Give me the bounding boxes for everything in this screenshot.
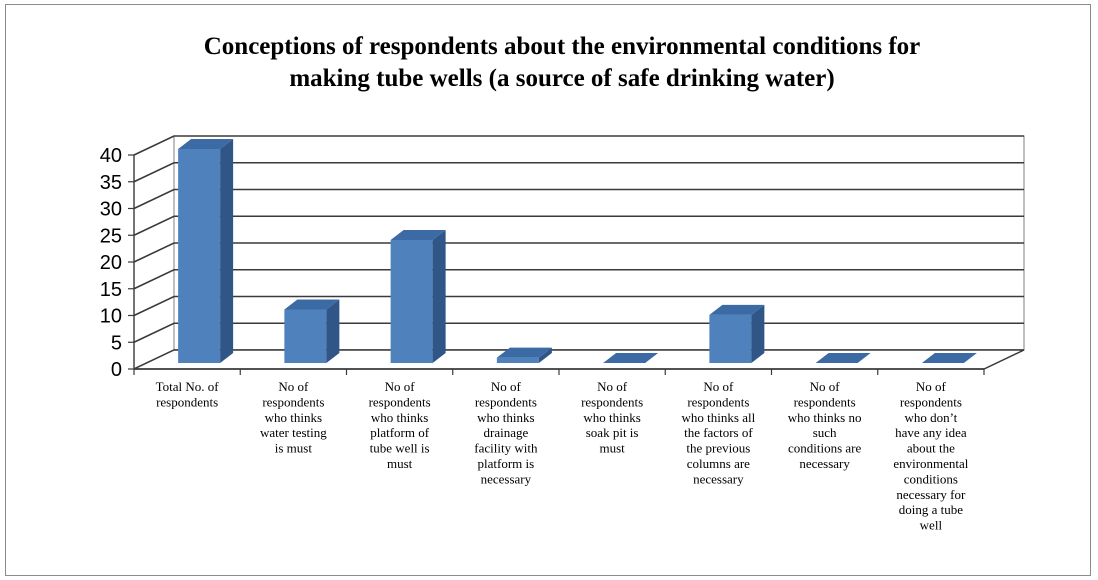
bar-chart: Conceptions of respondents about the env… <box>100 33 1025 533</box>
bar-top <box>390 229 446 240</box>
gridline <box>133 295 1024 317</box>
bar-front <box>178 149 221 363</box>
x-category-label: No of respondents who thinks soak pit is mus… <box>581 379 643 456</box>
gridline <box>133 135 1024 156</box>
floor-plane <box>133 349 1025 370</box>
bar-front <box>709 314 752 363</box>
chart-walls <box>133 135 1025 370</box>
bar <box>921 353 977 363</box>
gridline <box>133 268 1024 290</box>
gridline <box>133 215 1024 236</box>
bar-top <box>284 299 340 310</box>
bar-side <box>751 304 765 363</box>
y-tick-label: 5 <box>111 332 122 354</box>
bar-side <box>326 299 340 363</box>
gridline <box>133 188 1024 210</box>
bar-side <box>432 229 446 363</box>
bar-front <box>284 309 327 363</box>
x-category-label: No of respondents who thinks water testing i… <box>260 379 327 456</box>
bar <box>496 347 552 363</box>
bar-top <box>815 353 871 363</box>
x-category-label: No of respondents who thinks no such conditi… <box>788 379 862 471</box>
chart-title: Conceptions of respondents about the env… <box>204 33 921 92</box>
y-tick-label: 0 <box>111 359 122 381</box>
y-axis: 0 5 10 15 20 25 30 35 40 <box>100 145 135 381</box>
gridlines <box>133 135 1024 370</box>
bar-top <box>496 347 552 358</box>
x-category-label: No of respondents who don’t have any idea ab… <box>893 379 968 533</box>
y-tick-label: 25 <box>100 225 122 247</box>
y-tick-label: 15 <box>100 279 122 301</box>
x-axis: Total No. of respondents No of respondents w… <box>133 368 985 533</box>
y-tick-label: 40 <box>100 145 122 167</box>
bar <box>603 353 659 363</box>
chart-frame: Conceptions of respondents about the env… <box>5 4 1091 576</box>
bar-top <box>178 139 234 149</box>
bar-top <box>921 353 977 363</box>
gridline <box>133 161 1024 183</box>
y-tick-label: 30 <box>100 199 122 221</box>
x-category-label: No of respondents who thinks all the factor… <box>682 379 756 486</box>
gridline <box>133 242 1024 263</box>
x-category-label: No of respondents who thinks drainage facili… <box>474 379 538 486</box>
chart-title-line: Conceptions of respondents about the env… <box>204 33 921 60</box>
chart-floor <box>133 349 1025 370</box>
bar-side <box>538 347 552 363</box>
bar <box>709 304 765 363</box>
y-tick-label: 10 <box>100 306 122 328</box>
x-category-label: Total No. of respondents <box>156 379 220 409</box>
bar <box>284 299 340 363</box>
chart-title-line: making tube wells (a source of safe drin… <box>289 65 834 92</box>
x-category-label: No of respondents who thinks platform of tub… <box>369 379 431 471</box>
bar-front <box>390 239 433 363</box>
bars <box>178 139 977 363</box>
bar-top <box>603 353 659 363</box>
bar-side <box>220 139 234 363</box>
bar-top <box>709 304 765 315</box>
bar <box>178 139 234 363</box>
y-tick-label: 20 <box>100 252 122 274</box>
y-tick-label: 35 <box>100 172 122 194</box>
bar <box>815 353 871 363</box>
bar <box>390 229 446 363</box>
bar-front <box>496 357 539 363</box>
